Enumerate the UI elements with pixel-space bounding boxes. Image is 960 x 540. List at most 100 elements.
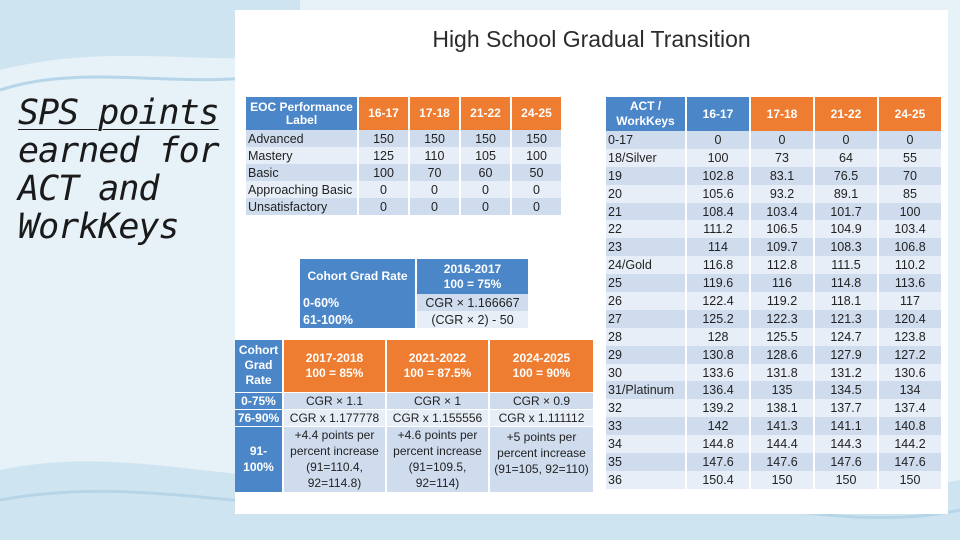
act-score-label: 34 xyxy=(606,435,687,454)
cohort2-header-label-line: Grad xyxy=(244,358,273,373)
eoc-cell: 60 xyxy=(460,164,512,181)
act-cell: 0 xyxy=(814,131,879,149)
cohort2-header-line: 100 = 85% xyxy=(305,365,364,380)
act-cell: 108.4 xyxy=(686,202,751,221)
act-cell: 116.8 xyxy=(686,256,751,275)
act-cell: 136.4 xyxy=(686,381,751,400)
act-score-label: 32 xyxy=(606,399,687,418)
act-cell: 147.6 xyxy=(814,453,879,471)
cohort1-header-scale-line: 100 = 75% xyxy=(443,276,502,291)
table-row: 20 105.6 93.2 89.1 85 xyxy=(606,184,943,203)
table-row: 33 142 141.3 141.1 140.8 xyxy=(606,417,943,436)
eoc-performance-table: EOC Performance Label 16-17 17-18 21-22 … xyxy=(246,97,563,215)
act-cell: 122.3 xyxy=(750,309,815,328)
act-workkeys-table: ACT / WorkKeys 16-17 17-18 21-22 24-25 0… xyxy=(606,97,943,489)
act-cell: 147.6 xyxy=(878,453,943,471)
table-row: 61-100% (CGR × 2) - 50 xyxy=(300,311,530,328)
table-row: Advanced 150 150 150 150 xyxy=(246,130,563,147)
act-score-label: 36 xyxy=(606,470,687,489)
act-cell: 108.3 xyxy=(814,238,879,257)
eoc-cell: Unsatisfactory xyxy=(246,198,359,215)
act-cell: 121.3 xyxy=(814,309,879,328)
eoc-header-17-18: 17-18 xyxy=(409,97,461,130)
cohort2-cell: CGR x 1.111112 xyxy=(489,408,595,426)
cohort2-cell: CGR × 1.1 xyxy=(283,391,387,409)
table-row: 24/Gold 116.8 112.8 111.5 110.2 xyxy=(606,256,943,275)
act-score-label: 23 xyxy=(606,238,687,257)
eoc-cell: 105 xyxy=(460,147,512,164)
cohort2-cell: CGR x 1.177778 xyxy=(283,408,387,426)
table-row: 25 119.6 116 114.8 113.6 xyxy=(606,274,943,293)
cohort2-cell: +5 points per percent increase (91=105, … xyxy=(489,425,595,492)
cohort2-cell-line: 92=114.8) xyxy=(307,476,362,491)
table-row: 26 122.4 119.2 118.1 117 xyxy=(606,292,943,310)
act-cell: 89.1 xyxy=(814,184,879,203)
act-cell: 93.2 xyxy=(750,184,815,203)
act-cell: 137.7 xyxy=(814,399,879,418)
table-row: 32 139.2 138.1 137.7 137.4 xyxy=(606,399,943,418)
cohort2-cell-line: +4.6 points per xyxy=(397,428,478,443)
eoc-cell: Approaching Basic xyxy=(246,181,359,198)
cohort1-header-year: 2016-2017 100 = 75% xyxy=(416,259,530,294)
act-cell: 131.8 xyxy=(750,363,815,382)
act-score-label: 35 xyxy=(606,453,687,471)
act-cell: 128 xyxy=(686,327,751,346)
act-cell: 120.4 xyxy=(878,309,943,328)
act-cell: 144.4 xyxy=(750,435,815,454)
act-cell: 122.4 xyxy=(686,292,751,310)
act-cell: 130.8 xyxy=(686,345,751,364)
cohort2-header-line: 100 = 87.5% xyxy=(403,365,472,380)
table-row: 18/Silver 100 73 64 55 xyxy=(606,148,943,167)
table-row: 27 125.2 122.3 121.3 120.4 xyxy=(606,309,943,328)
table-row: 28 128 125.5 124.7 123.8 xyxy=(606,327,943,346)
table-row: Approaching Basic 0 0 0 0 xyxy=(246,181,563,198)
act-cell: 118.1 xyxy=(814,292,879,310)
eoc-cell: Advanced xyxy=(246,130,359,147)
eoc-cell: 0 xyxy=(460,198,512,215)
act-cell: 64 xyxy=(814,148,879,167)
act-cell: 113.6 xyxy=(878,274,943,293)
table-row: 0-60% CGR × 1.166667 xyxy=(300,294,530,311)
eoc-cell: 110 xyxy=(409,147,461,164)
act-cell: 134.5 xyxy=(814,381,879,400)
act-header-17-18: 17-18 xyxy=(750,97,815,131)
cohort1-cell: CGR × 1.166667 xyxy=(416,294,530,311)
eoc-cell: 70 xyxy=(409,164,461,181)
table-row: Mastery 125 110 105 100 xyxy=(246,147,563,164)
act-cell: 124.7 xyxy=(814,327,879,346)
act-score-label: 24/Gold xyxy=(606,256,687,275)
eoc-cell: Basic xyxy=(246,164,359,181)
act-cell: 114 xyxy=(686,238,751,257)
act-cell: 101.7 xyxy=(814,202,879,221)
act-cell: 137.4 xyxy=(878,399,943,418)
cohort2-cell: CGR × 1 xyxy=(386,391,490,409)
table-row: 35 147.6 147.6 147.6 147.6 xyxy=(606,453,943,471)
eoc-cell: 0 xyxy=(460,181,512,198)
eoc-cell: 100 xyxy=(511,147,563,164)
eoc-cell: 0 xyxy=(511,198,563,215)
act-score-label: 19 xyxy=(606,166,687,185)
act-cell: 141.3 xyxy=(750,417,815,436)
act-cell: 134 xyxy=(878,381,943,400)
act-cell: 144.8 xyxy=(686,435,751,454)
act-cell: 125.2 xyxy=(686,309,751,328)
table-row: 36 150.4 150 150 150 xyxy=(606,470,943,489)
act-cell: 130.6 xyxy=(878,363,943,382)
act-score-label: 31/Platinum xyxy=(606,381,687,400)
table-row: 91- 100% +4.4 points per percent increas… xyxy=(235,425,595,492)
cohort1-header-year-line: 2016-2017 xyxy=(443,261,502,276)
act-cell: 138.1 xyxy=(750,399,815,418)
eoc-cell: 0 xyxy=(409,198,461,215)
cohort2-cell-line: +5 points per xyxy=(506,429,577,444)
side-title-line-4: WorkKeys xyxy=(18,207,180,247)
act-header-label: ACT / WorkKeys xyxy=(606,97,687,131)
act-score-label: 26 xyxy=(606,292,687,310)
cohort2-header-2024-2025: 2024-2025 100 = 90% xyxy=(489,340,595,392)
eoc-cell: 0 xyxy=(358,181,410,198)
cohort2-cell-line: +4.4 points per xyxy=(294,428,375,443)
act-cell: 105.6 xyxy=(686,184,751,203)
act-cell: 131.2 xyxy=(814,363,879,382)
act-cell: 150.4 xyxy=(686,470,751,489)
cohort2-row-label: 76-90% xyxy=(235,408,284,426)
act-cell: 116 xyxy=(750,274,815,293)
